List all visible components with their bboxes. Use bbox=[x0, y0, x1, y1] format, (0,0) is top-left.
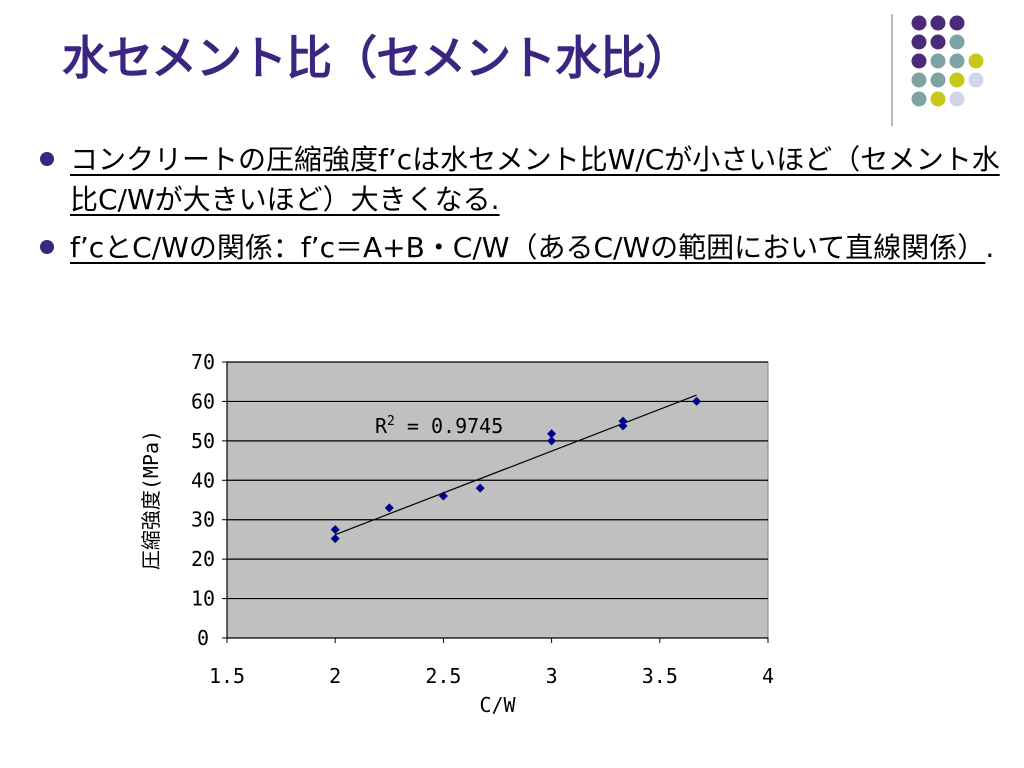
x-tick-label: 3 bbox=[546, 664, 558, 688]
decorative-dot bbox=[949, 15, 965, 31]
axes bbox=[222, 361, 769, 643]
decorative-dot bbox=[930, 15, 946, 31]
bullet-text-2: f’cとC/Wの関係：f’c＝A+B・C/W（あるC/Wの範囲において直線関係） bbox=[70, 231, 986, 264]
data-point bbox=[330, 525, 340, 535]
bullet-text-2-period: . bbox=[985, 231, 995, 264]
decorative-dot-grid bbox=[911, 15, 984, 107]
decorative-dot bbox=[968, 72, 984, 88]
bullet-dot-icon bbox=[40, 152, 54, 166]
r-squared-annotation: R2 = 0.9745 bbox=[375, 414, 503, 438]
title-divider bbox=[891, 14, 893, 126]
data-point bbox=[618, 416, 628, 426]
y-tick-label: 40 bbox=[191, 468, 215, 492]
bullet-list: コンクリートの圧縮強度f’cは水セメント比W/Cが小さいほど（セメント水比C/W… bbox=[40, 140, 1000, 268]
y-tick-labels: 0 10 20 30 40 50 60 70 bbox=[191, 350, 215, 650]
decorative-dot bbox=[911, 91, 927, 107]
bullet-item-1: コンクリートの圧縮強度f’cは水セメント比W/Cが小さいほど（セメント水比C/W… bbox=[40, 140, 1000, 220]
r-squared-label: R bbox=[375, 414, 388, 438]
decorative-dot bbox=[911, 34, 927, 50]
data-point bbox=[618, 421, 628, 431]
data-point bbox=[692, 396, 702, 406]
y-tick-label: 50 bbox=[191, 429, 215, 453]
y-axis-label: 圧縮強度(MPa) bbox=[139, 430, 163, 570]
decorative-dot bbox=[930, 91, 946, 107]
bullet-text-1: コンクリートの圧縮強度f’cは水セメント比W/Cが小さいほど（セメント水比C/W… bbox=[70, 143, 1000, 216]
y-tick-label: 60 bbox=[191, 389, 215, 413]
decorative-dot bbox=[949, 91, 965, 107]
slide-title: 水セメント比（セメント水比） bbox=[62, 31, 691, 85]
x-tick-label: 2.5 bbox=[425, 664, 461, 688]
bullet-item-2: f’cとC/Wの関係：f’c＝A+B・C/W（あるC/Wの範囲において直線関係）… bbox=[40, 228, 1000, 268]
trendline bbox=[334, 394, 697, 536]
decorative-dot bbox=[911, 15, 927, 31]
r-squared-value: = 0.9745 bbox=[395, 414, 503, 438]
y-tick-label: 20 bbox=[191, 547, 215, 571]
r-squared-superscript: 2 bbox=[387, 414, 395, 429]
data-point bbox=[475, 483, 485, 493]
data-points bbox=[330, 396, 702, 544]
decorative-dot bbox=[930, 34, 946, 50]
decorative-dot bbox=[949, 72, 965, 88]
decorative-dot bbox=[930, 72, 946, 88]
decorative-dot bbox=[949, 53, 965, 69]
plot-area bbox=[226, 361, 769, 639]
x-tick-labels: 1.5 2 2.5 3 3.5 4 bbox=[209, 664, 774, 688]
x-tick-label: 2 bbox=[329, 664, 341, 688]
y-tick-label: 0 bbox=[197, 626, 209, 650]
y-tick-label: 30 bbox=[191, 508, 215, 532]
x-axis-label: C/W bbox=[479, 693, 516, 717]
decorative-dot bbox=[949, 34, 965, 50]
decorative-dot bbox=[930, 53, 946, 69]
data-point bbox=[330, 534, 340, 544]
data-point bbox=[547, 429, 557, 439]
x-tick-label: 1.5 bbox=[209, 664, 245, 688]
decorative-dot bbox=[911, 53, 927, 69]
data-point bbox=[438, 491, 448, 501]
data-point bbox=[384, 503, 394, 513]
decorative-dot bbox=[968, 53, 984, 69]
x-tick-label: 4 bbox=[762, 664, 774, 688]
grid-lines bbox=[227, 361, 768, 600]
decorative-dot bbox=[911, 72, 927, 88]
y-tick-label: 70 bbox=[191, 350, 215, 374]
y-tick-label: 10 bbox=[191, 587, 215, 611]
x-tick-label: 3.5 bbox=[642, 664, 678, 688]
data-point bbox=[547, 436, 557, 446]
bullet-dot-icon bbox=[40, 240, 54, 254]
